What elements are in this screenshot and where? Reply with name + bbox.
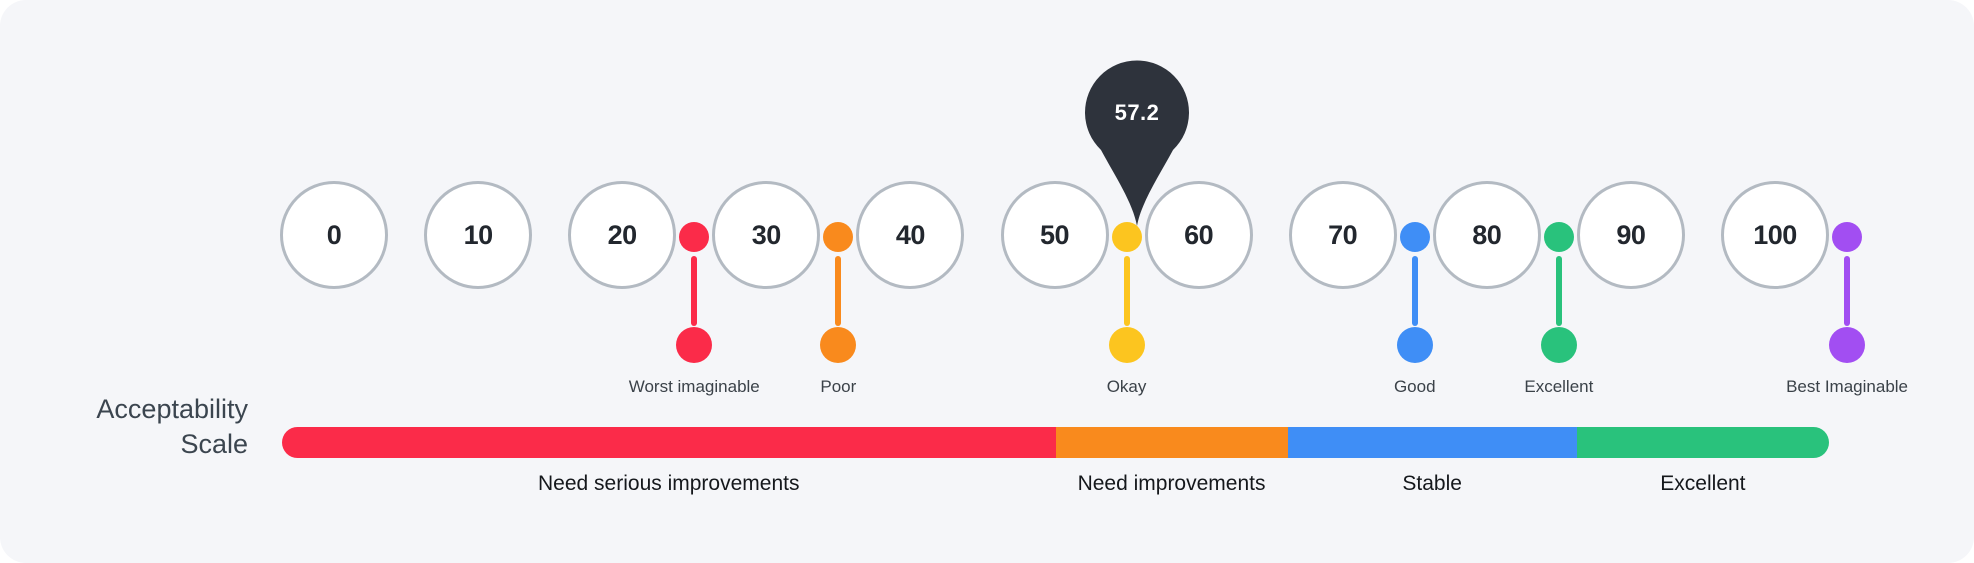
- bar-segment-label: Stable: [1402, 472, 1462, 495]
- pin-head-dot: [823, 222, 854, 252]
- pin-label: Best Imaginable: [1786, 377, 1908, 396]
- bar-segment-label: Need improvements: [1077, 472, 1266, 495]
- bar-segment-excellent: [1576, 427, 1829, 458]
- tick-label: 70: [1328, 219, 1358, 250]
- tick-label: 60: [1184, 219, 1214, 250]
- pin-stem: [1123, 256, 1130, 326]
- pin-base-dot: [1108, 327, 1145, 363]
- tick-label: 90: [1616, 219, 1646, 250]
- acceptability-bar-labels: Need serious improvements Need improvemen…: [282, 471, 1829, 497]
- tick-circle-70: 70: [1288, 181, 1397, 289]
- tick-circle-80: 80: [1432, 181, 1541, 289]
- tick-label: 40: [895, 219, 926, 250]
- tick-circle-30: 30: [712, 181, 821, 289]
- pin-label: Poor: [820, 377, 857, 396]
- tick-label: 100: [1753, 219, 1797, 250]
- tick-label: 50: [1039, 219, 1070, 250]
- pin-stem: [1411, 256, 1418, 326]
- tick-circle-10: 10: [424, 181, 533, 289]
- tick-circle-20: 20: [568, 181, 677, 289]
- scale-title-line1: Acceptability: [96, 394, 248, 424]
- pin-stem: [1555, 256, 1562, 326]
- tick-circle-100: 100: [1721, 181, 1829, 289]
- pin-stem: [1844, 256, 1851, 326]
- score-value: 57.2: [1114, 100, 1160, 125]
- pin-base-dot: [1396, 327, 1433, 363]
- bar-segment-need-serious-improvements: [282, 427, 1056, 458]
- pin-head-dot: [1399, 222, 1430, 252]
- tick-label: 30: [751, 219, 782, 250]
- pin-head-dot: [679, 222, 710, 252]
- pin-label: Excellent: [1524, 377, 1594, 396]
- tick-circle-90: 90: [1576, 181, 1685, 289]
- pin-base-dot: [676, 327, 713, 363]
- pin-base-dot: [1540, 327, 1577, 363]
- scale-title: Acceptability Scale: [36, 392, 248, 462]
- bar-segment-need-improvements: [1055, 427, 1288, 458]
- score-balloon: 57.2: [1082, 60, 1192, 228]
- bar-segment-label: Excellent: [1660, 472, 1746, 495]
- tick-circle-0: 0: [280, 181, 388, 289]
- pin-base-dot: [1829, 327, 1866, 363]
- pin-label: Okay: [1106, 377, 1147, 396]
- balloon-pin-icon: [1085, 60, 1189, 226]
- acceptability-bar: [282, 427, 1829, 458]
- tick-circle-40: 40: [856, 181, 965, 289]
- pin-label: Worst imaginable: [628, 377, 760, 396]
- pin-label: Good: [1393, 377, 1436, 396]
- pin-stem: [691, 256, 698, 326]
- scale-title-line2: Scale: [180, 429, 248, 459]
- pin-stem: [835, 256, 842, 326]
- pin-head-dot: [1832, 222, 1863, 252]
- tick-label: 20: [607, 219, 638, 250]
- tick-label: 80: [1472, 219, 1502, 250]
- pin-head-dot: [1111, 222, 1142, 252]
- tick-circle-50: 50: [1000, 181, 1109, 289]
- tick-circle-60: 60: [1144, 181, 1253, 289]
- pin-base-dot: [820, 327, 857, 363]
- pin-head-dot: [1543, 222, 1574, 252]
- tick-label: 10: [463, 219, 494, 250]
- bar-segment-stable: [1287, 427, 1577, 458]
- tick-label: 0: [326, 219, 342, 250]
- bar-segment-label: Need serious improvements: [538, 472, 800, 495]
